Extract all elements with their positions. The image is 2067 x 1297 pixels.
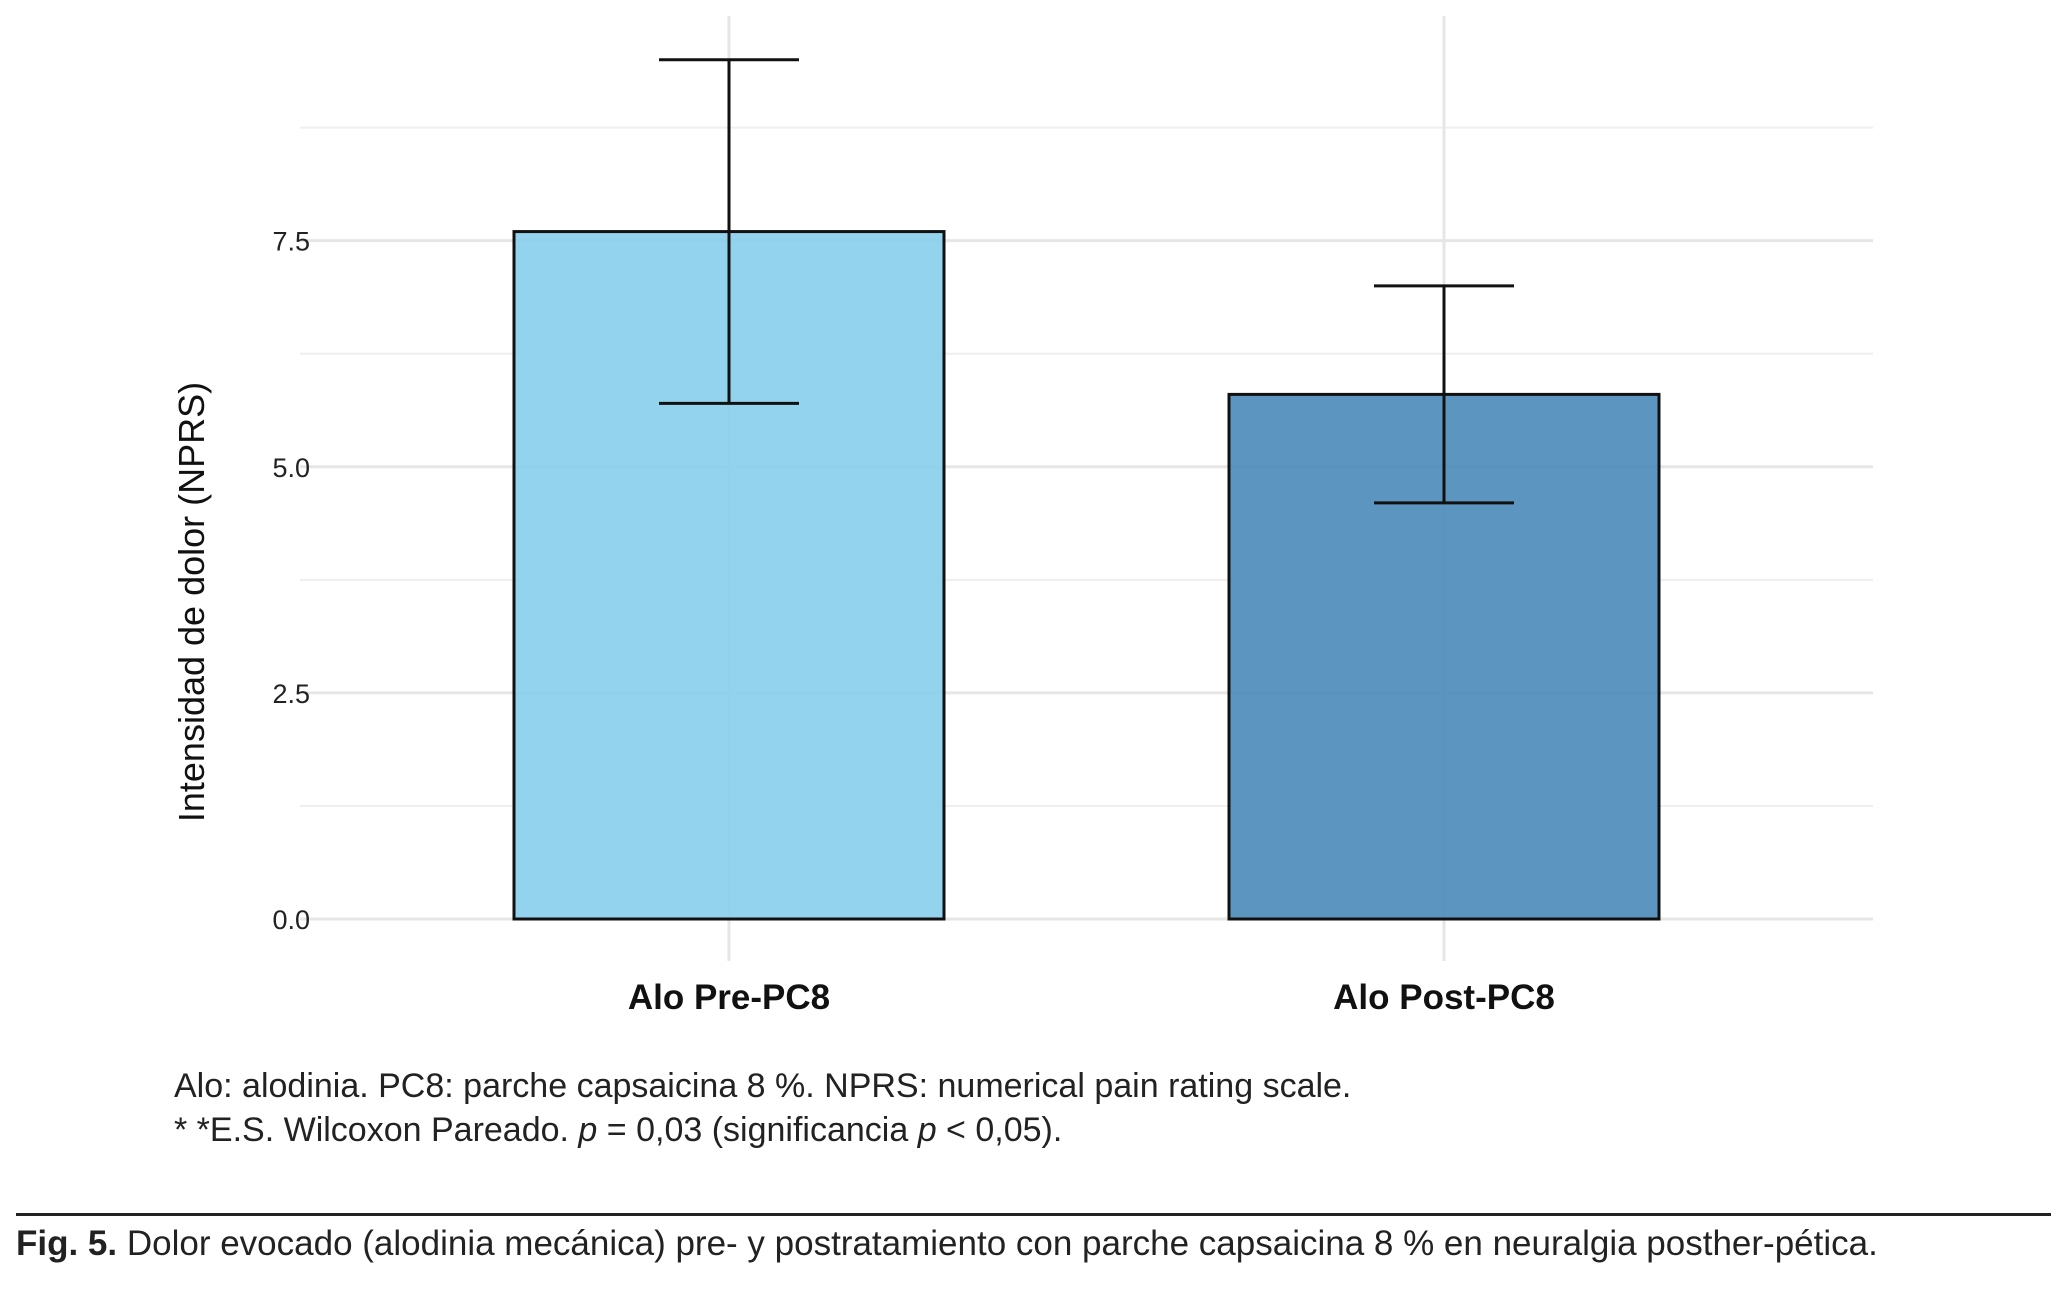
bars (512, 230, 1661, 921)
p-symbol: p (578, 1111, 598, 1149)
bar-chart: 0.0 2.5 5.0 7.5 Alo Pre-PC8 Alo Post-PC8 Int… (171, 16, 1873, 1017)
y-tick-labels: 0.0 2.5 5.0 7.5 (272, 227, 310, 935)
x-tick-label: Alo Post-PC8 (1333, 978, 1555, 1017)
y-tick-label: 7.5 (272, 227, 310, 257)
footnote-text: < 0,05). (936, 1111, 1063, 1149)
footnote-line-1: Alo: alodinia. PC8: parche capsaicina 8 … (174, 1067, 1352, 1105)
figure-caption: Fig. 5. Dolor evocado (alodinia mecánica… (16, 1222, 2056, 1265)
y-tick-label: 0.0 (272, 905, 310, 935)
x-tick-label: Alo Pre-PC8 (628, 978, 830, 1017)
footnote-text: * *E.S. Wilcoxon Pareado. (174, 1111, 579, 1149)
x-tick-labels: Alo Pre-PC8 Alo Post-PC8 (628, 978, 1555, 1017)
figure-caption-text: Dolor evocado (alodinia mecánica) pre- y… (117, 1224, 1878, 1263)
error-bars (659, 58, 1514, 505)
y-axis-title: Intensidad de dolor (NPRS) (171, 382, 212, 822)
y-tick-label: 2.5 (272, 679, 310, 709)
y-tick-label: 5.0 (272, 453, 310, 483)
caption-divider (16, 1213, 2051, 1216)
p-symbol: p (917, 1111, 937, 1149)
footnote-line-2: * *E.S. Wilcoxon Pareado. p = 0,03 (sign… (174, 1108, 1062, 1152)
footnote-text: = 0,03 (significancia (597, 1111, 918, 1149)
figure-label: Fig. 5. (16, 1224, 118, 1263)
